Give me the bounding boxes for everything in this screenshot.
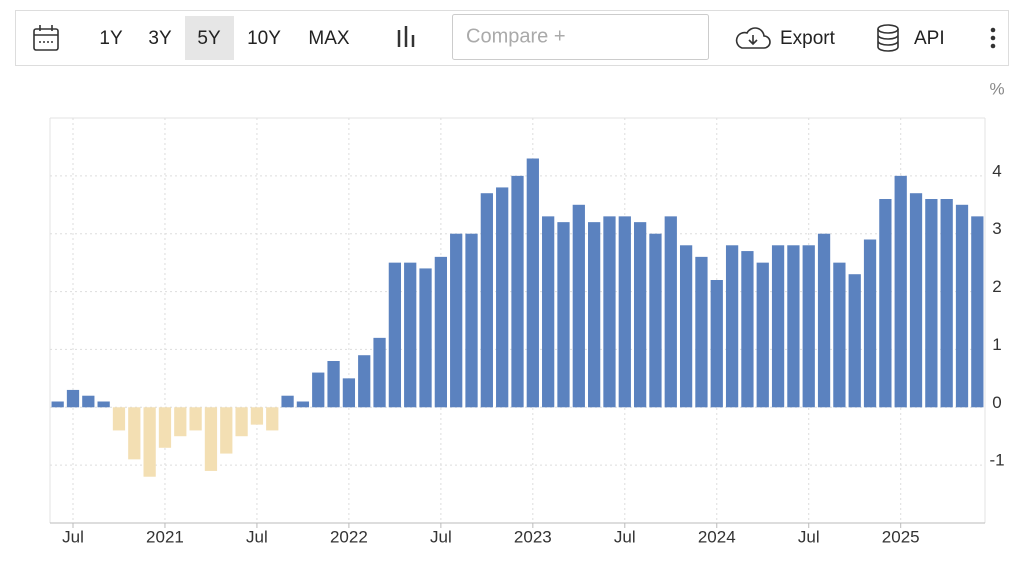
range-selected [185,16,234,60]
bar [66,389,80,408]
x-tick-label: Jul [430,527,452,546]
bar [817,233,831,408]
api-icon[interactable] [877,24,899,52]
bar [496,187,509,408]
bar [955,204,969,408]
x-tick-label: Jul [614,527,636,546]
bar [358,355,371,408]
bar [771,245,785,408]
bar [756,262,769,408]
bar [342,378,356,408]
bar [82,395,95,408]
y-tick-label: 0 [992,393,1001,412]
x-tick-label: Jul [798,527,820,546]
bar [894,175,907,408]
x-tick-label: 2025 [882,527,920,546]
bar [940,199,953,408]
bar [572,204,585,408]
bar [542,216,555,408]
compare-placeholder: Compare + [466,25,566,47]
chart-type-icon[interactable] [397,26,415,47]
bar [879,199,892,408]
bar [787,245,800,408]
bar [664,216,677,408]
x-tick-label: Jul [62,527,84,546]
bar [450,233,463,408]
bar [220,407,233,454]
bar [925,199,938,408]
bar [649,233,662,408]
range-button[interactable]: 3Y [148,28,172,49]
bar [618,216,631,408]
bar [97,401,110,408]
y-tick-label: 4 [992,161,1001,180]
export-icon[interactable] [735,27,771,49]
bar [174,407,187,437]
bar [312,372,325,408]
bar [419,268,432,408]
bar [204,407,218,471]
bar [909,193,923,408]
bar [112,407,126,431]
bar [603,216,616,408]
y-tick-label: -1 [989,451,1004,470]
api-button[interactable]: API [914,28,945,49]
bar [725,245,739,408]
bar [404,262,417,408]
bar [633,222,647,408]
bar [128,407,141,460]
compare-input[interactable] [452,14,709,60]
bar [51,401,64,408]
bar [526,158,539,408]
bar [480,193,493,408]
y-tick-label: 3 [992,219,1001,238]
menu-icon[interactable] [990,27,996,49]
y-tick-label: 2 [992,277,1001,296]
bar [741,251,754,408]
bar [388,262,402,408]
bar [802,245,815,408]
bar [189,407,202,431]
bar [557,222,570,408]
bar [848,274,861,408]
bar [158,407,172,448]
bar [465,233,478,408]
x-tick-label: 2024 [698,527,736,546]
range-button[interactable]: 1Y [99,28,123,49]
bar [588,222,601,408]
bar [143,407,156,477]
bar [434,256,447,408]
bar [833,262,846,408]
bar [373,337,386,408]
bar [863,239,877,408]
x-tick-label: 2021 [146,527,184,546]
unit-label: % [989,79,1004,98]
bar [296,401,310,408]
bar [679,245,693,408]
bar [266,407,279,431]
x-tick-label: 2022 [330,527,368,546]
x-tick-label: Jul [246,527,268,546]
x-tick-label: 2023 [514,527,552,546]
bar [695,256,708,408]
bar [250,407,264,425]
bar [971,216,984,408]
y-tick-label: 1 [992,335,1001,354]
range-button[interactable]: 10Y [247,28,281,49]
range-button[interactable]: MAX [308,28,350,49]
range-button[interactable]: 5Y [197,28,221,49]
bar [281,395,294,408]
export-button[interactable]: Export [780,28,836,49]
bar [327,361,340,408]
bar [710,280,723,408]
bar [235,407,248,437]
calendar-icon[interactable] [33,25,59,51]
bar [511,175,524,408]
